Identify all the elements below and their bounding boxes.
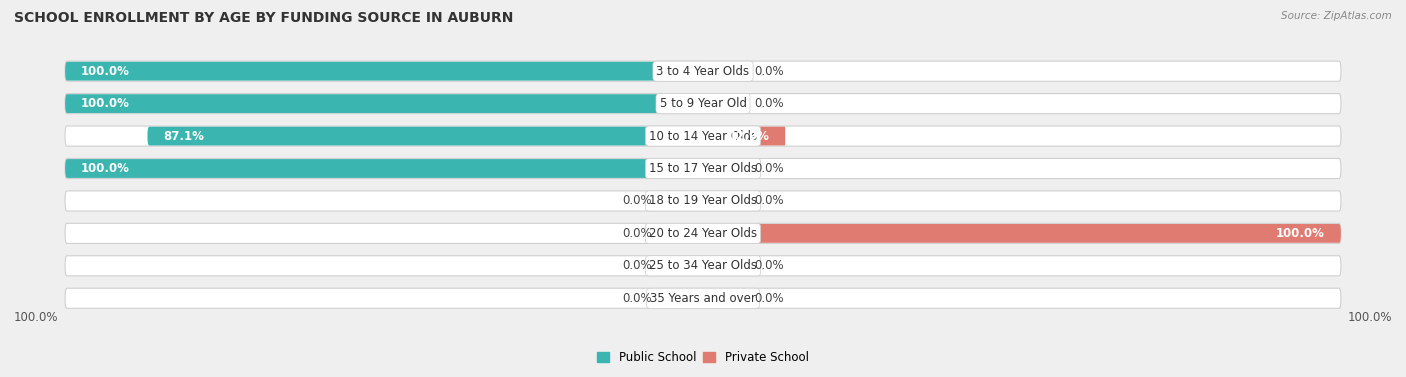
FancyBboxPatch shape	[65, 62, 703, 81]
Text: 100.0%: 100.0%	[82, 97, 129, 110]
Text: 0.0%: 0.0%	[754, 162, 783, 175]
Text: 0.0%: 0.0%	[623, 227, 652, 240]
Text: Source: ZipAtlas.com: Source: ZipAtlas.com	[1281, 11, 1392, 21]
FancyBboxPatch shape	[65, 93, 1341, 114]
FancyBboxPatch shape	[703, 95, 748, 113]
Text: 0.0%: 0.0%	[754, 195, 783, 207]
FancyBboxPatch shape	[65, 94, 703, 113]
Text: 0.0%: 0.0%	[623, 195, 652, 207]
FancyBboxPatch shape	[703, 257, 748, 275]
FancyBboxPatch shape	[65, 158, 1341, 179]
Text: 0.0%: 0.0%	[754, 65, 783, 78]
Text: 18 to 19 Year Olds: 18 to 19 Year Olds	[650, 195, 756, 207]
Text: 20 to 24 Year Olds: 20 to 24 Year Olds	[650, 227, 756, 240]
Text: 15 to 17 Year Olds: 15 to 17 Year Olds	[650, 162, 756, 175]
FancyBboxPatch shape	[65, 256, 1341, 276]
FancyBboxPatch shape	[703, 289, 748, 307]
Text: 3 to 4 Year Olds: 3 to 4 Year Olds	[657, 65, 749, 78]
Text: 100.0%: 100.0%	[14, 311, 59, 323]
FancyBboxPatch shape	[658, 224, 703, 242]
Text: 10 to 14 Year Olds: 10 to 14 Year Olds	[650, 130, 756, 143]
FancyBboxPatch shape	[703, 224, 1341, 243]
Text: 0.0%: 0.0%	[623, 292, 652, 305]
FancyBboxPatch shape	[658, 192, 703, 210]
FancyBboxPatch shape	[703, 159, 748, 178]
Text: 100.0%: 100.0%	[1277, 227, 1324, 240]
FancyBboxPatch shape	[658, 289, 703, 307]
Text: SCHOOL ENROLLMENT BY AGE BY FUNDING SOURCE IN AUBURN: SCHOOL ENROLLMENT BY AGE BY FUNDING SOUR…	[14, 11, 513, 25]
Text: 100.0%: 100.0%	[1347, 311, 1392, 323]
Text: 0.0%: 0.0%	[754, 259, 783, 272]
FancyBboxPatch shape	[703, 62, 748, 80]
Legend: Public School, Private School: Public School, Private School	[593, 346, 813, 369]
FancyBboxPatch shape	[148, 127, 703, 146]
FancyBboxPatch shape	[703, 192, 748, 210]
Text: 12.9%: 12.9%	[728, 130, 769, 143]
Text: 25 to 34 Year Olds: 25 to 34 Year Olds	[650, 259, 756, 272]
FancyBboxPatch shape	[65, 126, 1341, 146]
Text: 0.0%: 0.0%	[754, 97, 783, 110]
FancyBboxPatch shape	[65, 223, 1341, 244]
FancyBboxPatch shape	[65, 288, 1341, 308]
Text: 0.0%: 0.0%	[623, 259, 652, 272]
FancyBboxPatch shape	[658, 257, 703, 275]
Text: 100.0%: 100.0%	[82, 162, 129, 175]
FancyBboxPatch shape	[703, 127, 785, 146]
Text: 100.0%: 100.0%	[82, 65, 129, 78]
Text: 35 Years and over: 35 Years and over	[650, 292, 756, 305]
FancyBboxPatch shape	[65, 61, 1341, 81]
FancyBboxPatch shape	[65, 159, 703, 178]
FancyBboxPatch shape	[65, 191, 1341, 211]
Text: 87.1%: 87.1%	[163, 130, 204, 143]
Text: 5 to 9 Year Old: 5 to 9 Year Old	[659, 97, 747, 110]
Text: 0.0%: 0.0%	[754, 292, 783, 305]
